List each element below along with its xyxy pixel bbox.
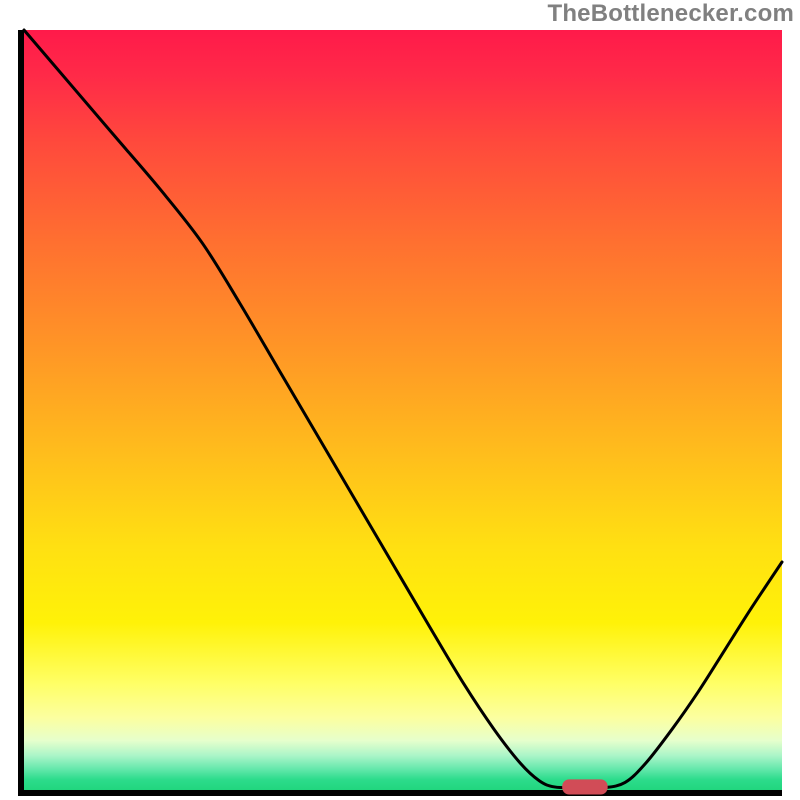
optimal-range-marker: [562, 779, 607, 794]
chart-stage: TheBottlenecker.com: [0, 0, 800, 800]
watermark-text: TheBottlenecker.com: [547, 0, 794, 28]
axis-bottom-spine: [18, 790, 782, 796]
plot-background: [24, 30, 782, 790]
axis-left-spine: [18, 30, 24, 796]
chart-svg: [0, 0, 800, 800]
